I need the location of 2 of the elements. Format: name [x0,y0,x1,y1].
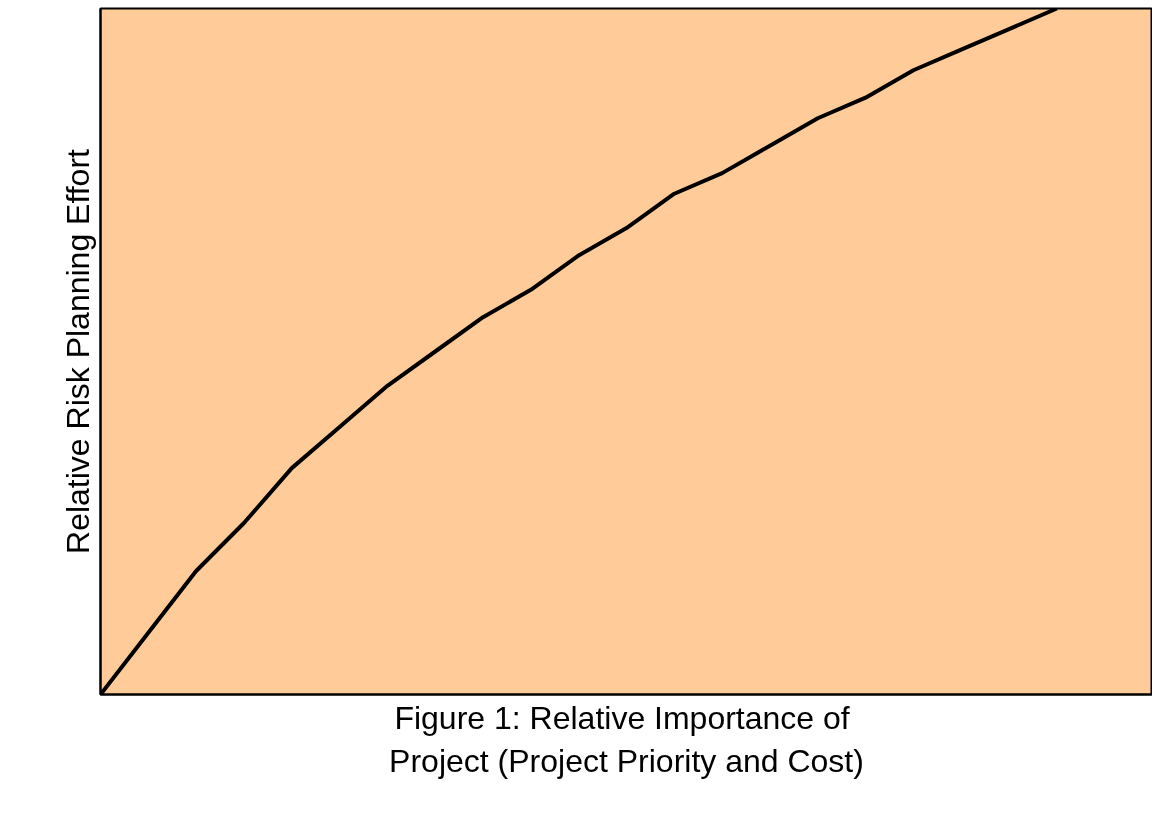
y-axis-title: Relative Risk Planning Effort [59,148,96,554]
x-axis-title: Figure 1: Relative Importance of Project (Project Priority and Cost) [389,699,864,779]
